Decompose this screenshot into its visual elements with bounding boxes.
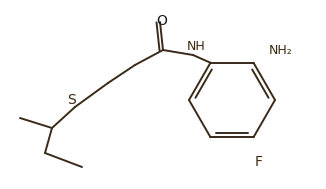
Text: O: O	[156, 14, 168, 28]
Text: NH₂: NH₂	[269, 44, 292, 57]
Text: F: F	[255, 155, 262, 169]
Text: NH: NH	[186, 40, 205, 53]
Text: S: S	[67, 93, 76, 107]
